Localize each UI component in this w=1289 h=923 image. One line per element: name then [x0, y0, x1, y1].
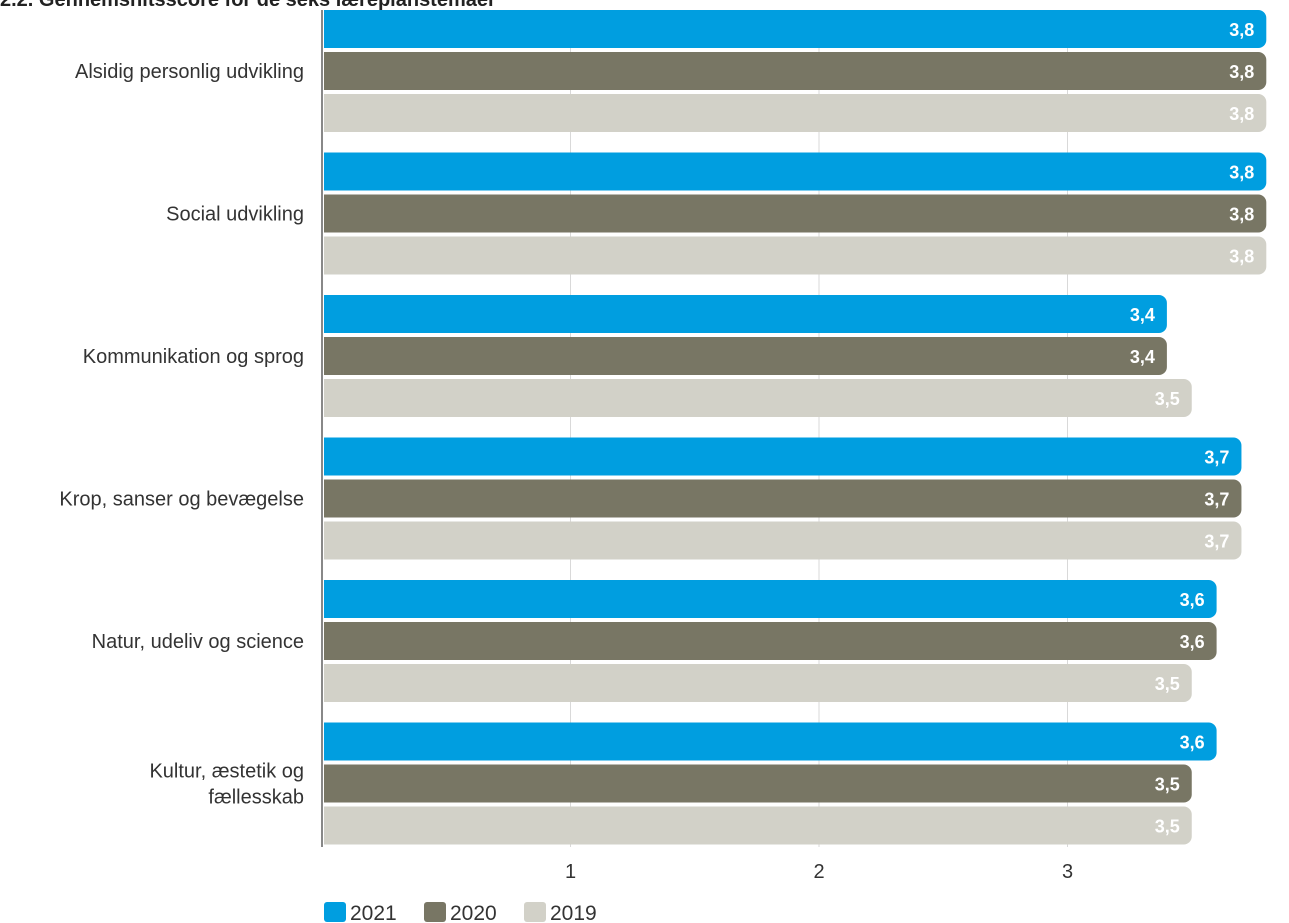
bar-2021-base	[324, 10, 336, 48]
bar-2020-base	[324, 622, 336, 660]
legend-swatch-2020	[424, 902, 446, 922]
bar-2019-base	[324, 806, 336, 845]
bar-2021	[324, 295, 1167, 333]
legend-label: 2021	[350, 902, 397, 923]
bar-value-label: 3,5	[1155, 389, 1180, 409]
bar-2019-base	[324, 521, 336, 560]
legend-label: 2019	[550, 902, 597, 923]
bar-2019	[324, 236, 1267, 275]
bar-value-label: 3,5	[1155, 674, 1180, 694]
bar-value-label: 3,5	[1155, 817, 1180, 837]
bar-value-label: 3,7	[1204, 532, 1229, 552]
bar-value-label: 3,7	[1204, 490, 1229, 510]
bar-2021-base	[324, 580, 336, 618]
bar-2021	[324, 722, 1217, 761]
legend: 2021 2020 2019	[324, 902, 597, 923]
category-labels: Alsidig personlig udvikling Social udvikl…	[59, 61, 304, 809]
bar-2020	[324, 194, 1267, 233]
category-label: Natur, udeliv og science	[92, 631, 304, 653]
legend-label: 2020	[450, 902, 497, 923]
bar-value-label: 3,4	[1130, 305, 1155, 325]
legend-swatch-2021	[324, 902, 346, 922]
bar-2021-base	[324, 437, 336, 476]
x-tick-label: 1	[565, 861, 576, 883]
bar-value-label: 3,8	[1229, 163, 1254, 183]
bar-value-label: 3,4	[1130, 347, 1155, 367]
bar-2021-base	[324, 152, 336, 191]
bar-2020	[324, 622, 1217, 660]
category-label: Kultur, æstetik og	[149, 761, 304, 783]
bar-2020	[324, 52, 1267, 90]
category-label: Kommunikation og sprog	[83, 346, 304, 368]
category-label: Social udvikling	[166, 204, 304, 226]
bar-value-label: 3,5	[1155, 775, 1180, 795]
legend-swatch-2019	[524, 902, 546, 922]
bar-2019	[324, 379, 1192, 417]
bar-value-label: 3,6	[1180, 632, 1205, 652]
chart-title: 2.2. Gennemsnitsscore for de seks lærepl…	[0, 0, 496, 11]
bar-2020-base	[324, 337, 336, 375]
bar-value-label: 3,8	[1229, 62, 1254, 82]
bar-value-label: 3,8	[1229, 104, 1254, 124]
bar-2019	[324, 94, 1267, 132]
bar-value-label: 3,8	[1229, 247, 1254, 267]
bar-2020-base	[324, 52, 336, 90]
bar-value-label: 3,8	[1229, 20, 1254, 40]
bar-value-label: 3,8	[1229, 205, 1254, 225]
bar-2019	[324, 806, 1192, 845]
bar-2021-base	[324, 722, 336, 761]
bar-2019-base	[324, 664, 336, 702]
bar-2019-base	[324, 379, 336, 417]
category-label: Alsidig personlig udvikling	[75, 61, 304, 83]
grid-lines	[570, 10, 1068, 847]
x-tick-label: 2	[813, 861, 824, 883]
axes: 1234	[321, 10, 1073, 883]
bar-2020	[324, 337, 1167, 375]
bar-2020-base	[324, 194, 336, 233]
bar-2019-base	[324, 94, 336, 132]
bar-2020	[324, 764, 1192, 803]
bar-value-label: 3,7	[1204, 448, 1229, 468]
bar-2019	[324, 664, 1192, 702]
bar-2019	[324, 521, 1242, 560]
bar-value-label: 3,6	[1180, 733, 1205, 753]
bar-2021-base	[324, 295, 336, 333]
bar-2020-base	[324, 764, 336, 803]
bar-2021	[324, 152, 1267, 191]
bar-2021	[324, 10, 1267, 48]
category-label: Krop, sanser og bevægelse	[59, 489, 304, 511]
bar-2021	[324, 580, 1217, 618]
bar-2020	[324, 479, 1242, 518]
category-label: fællesskab	[208, 787, 304, 809]
bar-2020-base	[324, 479, 336, 518]
bar-value-label: 3,6	[1180, 590, 1205, 610]
x-tick-label: 3	[1062, 861, 1073, 883]
bar-2021	[324, 437, 1242, 476]
bar-2019-base	[324, 236, 336, 275]
bars: 3,8 3,8 3,8 3,8 3,8 3,8 3,4 3,4 3,5 3,7 3,7 3,7 3,6 3…	[324, 10, 1267, 845]
